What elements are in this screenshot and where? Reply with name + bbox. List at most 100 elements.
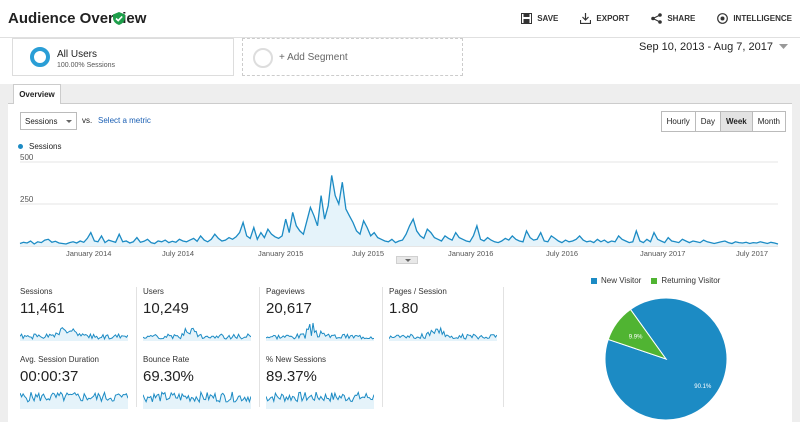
intelligence-icon [717, 13, 729, 24]
caret-down-icon [66, 120, 72, 123]
x-tick-label: July 2014 [162, 249, 194, 258]
pie-legend-returning-visitor: Returning Visitor [651, 276, 720, 285]
page-header: Audience Overview SAVE EXPORT SHARE INTE… [0, 0, 800, 38]
sparkline-line [266, 322, 374, 341]
x-tick-label: January 2017 [640, 249, 685, 258]
chart-legend: Sessions [18, 142, 61, 151]
legend-dot-icon [18, 144, 23, 149]
tile-divider [259, 287, 260, 407]
sparkline [143, 390, 251, 409]
sparkline-area [143, 392, 251, 409]
segment-share: 100.00% Sessions [57, 62, 115, 69]
metric-tile-bounce-rate[interactable]: Bounce Rate 69.30% [139, 355, 257, 415]
select-metric-link[interactable]: Select a metric [98, 116, 151, 125]
metric-value: 1.80 [389, 300, 419, 317]
segment-name: All Users [57, 49, 98, 60]
period-day-button[interactable]: Day [694, 112, 720, 131]
period-month-button[interactable]: Month [751, 112, 785, 131]
share-icon [651, 13, 663, 24]
x-tick-label: July 2015 [352, 249, 384, 258]
date-range-picker[interactable]: Sep 10, 2013 - Aug 7, 2017 [639, 41, 788, 53]
save-label: SAVE [537, 14, 559, 23]
pie-legend-new-visitor: New Visitor [591, 276, 641, 285]
metric-value: 11,461 [20, 300, 65, 317]
pie-slice-returning-visitor [607, 308, 668, 360]
x-tick-label: July 2017 [736, 249, 768, 258]
vs-label: vs. [82, 116, 93, 125]
sparkline-line [266, 390, 374, 404]
pie-slice-label: 90.1% [694, 384, 712, 390]
save-icon [521, 13, 533, 24]
segment-ring-icon [30, 47, 50, 67]
x-tick-label: January 2014 [66, 249, 111, 258]
metric-value: 00:00:37 [20, 368, 79, 385]
metric-value: 89.37% [266, 368, 317, 385]
add-segment-button[interactable]: + Add Segment [242, 38, 463, 76]
legend-swatch [651, 277, 658, 284]
overview-panel: Sessions vs. Select a metric Hourly Day … [8, 103, 792, 422]
segments-bar: All Users 100.00% Sessions + Add Segment… [0, 38, 800, 84]
sessions-series-line [19, 175, 779, 245]
metric-tile-pageviews[interactable]: Pageviews 20,617 [262, 287, 380, 347]
metric-label: Avg. Session Duration [20, 355, 100, 364]
sparkline [389, 326, 497, 341]
sparkline-line [389, 326, 497, 340]
x-tick-label: July 2016 [546, 249, 578, 258]
y-tick-label: 500 [20, 154, 34, 162]
export-button[interactable]: EXPORT [580, 13, 629, 24]
legend-label: New Visitor [601, 276, 642, 285]
segment-all-users[interactable]: All Users 100.00% Sessions [12, 38, 234, 76]
x-tick-label: January 2015 [258, 249, 303, 258]
date-range-label: Sep 10, 2013 - Aug 7, 2017 [639, 41, 773, 53]
metric-label: % New Sessions [266, 355, 327, 364]
period-toggle: Hourly Day Week Month [660, 111, 786, 132]
metric-label: Sessions [20, 287, 53, 296]
empty-segment-ring-icon [253, 48, 273, 68]
sessions-chart: 250 500 January 2014 July 2014 January 2015 J… [19, 154, 779, 258]
intelligence-button[interactable]: INTELLIGENCE [717, 13, 792, 24]
metric-tile-avg-session-duration[interactable]: Avg. Session Duration 00:00:37 [16, 355, 134, 415]
sparkline [20, 327, 128, 341]
metric-label: Pageviews [266, 287, 305, 296]
sparkline-line [20, 390, 128, 403]
metric-dropdown-value: Sessions [25, 117, 58, 126]
page-title: Audience Overview [8, 10, 147, 27]
legend-swatch [591, 277, 597, 284]
metric-tile-sessions[interactable]: Sessions 11,461 [16, 287, 134, 347]
metric-value: 20,617 [266, 300, 312, 317]
share-label: SHARE [667, 14, 696, 23]
pie-slice-label: 9.9% [629, 335, 643, 341]
y-tick-label: 250 [20, 195, 34, 204]
sparkline [266, 322, 374, 341]
sparkline-area [266, 323, 374, 341]
intelligence-label: INTELLIGENCE [733, 14, 792, 23]
metric-tile-pages-per-session[interactable]: Pages / Session 1.80 [385, 287, 503, 347]
sparkline-area [389, 328, 497, 341]
metric-label: Users [143, 287, 164, 296]
metric-tile-users[interactable]: Users 10,249 [139, 287, 257, 347]
metric-label: Bounce Rate [143, 355, 190, 364]
export-label: EXPORT [596, 14, 630, 23]
metric-value: 69.30% [143, 368, 194, 385]
sparkline-line [143, 327, 251, 340]
tile-divider [136, 287, 137, 407]
sparkline-line [143, 390, 251, 404]
chevron-down-icon [779, 44, 788, 49]
header-actions: SAVE EXPORT SHARE INTELLIGENCE [521, 13, 792, 24]
legend-label: Returning Visitor [661, 276, 721, 285]
verified-shield-icon [113, 12, 125, 25]
tab-overview[interactable]: Overview [13, 84, 61, 104]
sessions-area [20, 175, 778, 246]
period-week-button[interactable]: Week [720, 112, 752, 131]
sparkline-line [20, 327, 128, 341]
share-button[interactable]: SHARE [651, 13, 695, 24]
sparkline [266, 390, 374, 409]
legend-series-name: Sessions [29, 142, 62, 151]
pie-legend: New Visitor Returning Visitor [591, 276, 720, 285]
sparkline-area [20, 392, 128, 409]
save-button[interactable]: SAVE [521, 13, 558, 24]
metric-dropdown[interactable]: Sessions [20, 112, 77, 130]
period-hourly-button[interactable]: Hourly [661, 112, 695, 131]
metric-tile-new-sessions[interactable]: % New Sessions 89.37% [262, 355, 380, 415]
chart-collapse-handle[interactable] [396, 256, 418, 264]
